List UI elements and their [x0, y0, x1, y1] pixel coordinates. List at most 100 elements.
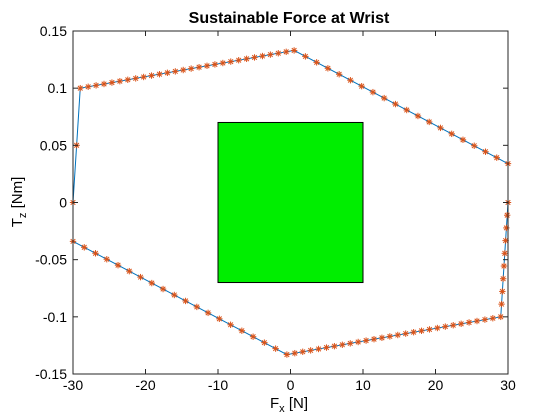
marker-stroke [418, 328, 425, 334]
data-point-marker [103, 256, 110, 263]
data-point-marker [272, 345, 279, 352]
data-point-marker [347, 340, 354, 347]
data-point-marker [116, 77, 124, 85]
marker-stroke [261, 339, 268, 346]
data-point-marker [335, 71, 343, 78]
data-point-marker [108, 79, 116, 86]
marker-stroke [460, 137, 466, 143]
data-point-marker [195, 64, 203, 71]
data-point-marker [219, 59, 227, 67]
data-point-marker [243, 55, 250, 63]
data-point-marker [238, 327, 246, 334]
marker-stroke [347, 340, 353, 347]
data-point-marker [499, 288, 506, 295]
data-point-marker [370, 335, 378, 343]
marker-stroke [109, 79, 115, 86]
data-point-marker [339, 341, 346, 348]
data-point-marker [291, 349, 298, 357]
data-point-marker [450, 322, 457, 329]
marker-stroke [228, 58, 234, 65]
data-point-marker [471, 142, 478, 149]
marker-stroke [381, 95, 387, 101]
data-point-marker [426, 118, 433, 126]
marker-stroke [359, 83, 365, 89]
data-point-marker [159, 285, 167, 293]
data-point-marker [180, 66, 187, 74]
marker-stroke [251, 54, 258, 61]
marker-stroke [137, 274, 144, 280]
x-tick-label: -10 [208, 377, 228, 393]
data-point-marker [493, 154, 500, 161]
marker-stroke [490, 315, 496, 321]
marker-stroke [259, 53, 266, 59]
marker-stroke [499, 288, 506, 295]
data-point-marker [386, 333, 394, 340]
marker-stroke [236, 57, 242, 63]
data-point-marker [227, 321, 234, 328]
marker-stroke [164, 70, 171, 76]
data-point-marker [410, 329, 417, 336]
data-point-marker [211, 61, 219, 68]
data-point-marker [259, 52, 266, 60]
marker-stroke [180, 67, 186, 73]
marker-stroke [410, 329, 417, 335]
marker-stroke [434, 325, 441, 331]
marker-stroke [325, 65, 331, 71]
data-point-marker [77, 84, 84, 92]
marker-stroke [104, 256, 110, 262]
marker-stroke [126, 268, 132, 274]
marker-stroke [502, 250, 508, 256]
data-point-marker [489, 315, 497, 322]
marker-stroke [156, 71, 163, 77]
data-point-marker [182, 297, 189, 305]
data-point-marker [171, 291, 178, 299]
data-point-marker [81, 244, 88, 251]
marker-stroke [313, 59, 320, 66]
data-point-marker [249, 333, 257, 340]
marker-stroke [291, 47, 297, 54]
data-point-marker [261, 339, 268, 346]
marker-stroke [148, 72, 155, 79]
data-point-marker [283, 48, 290, 56]
data-point-marker [403, 106, 410, 114]
axes: -30 -20 -10 0 10 20 30 -0.15 -0.1 -0.05 0 0.05 0.1 0.… [35, 23, 516, 393]
marker-stroke [101, 81, 107, 87]
data-point-marker [358, 82, 365, 90]
marker-stroke [437, 125, 444, 131]
data-point-marker [193, 303, 201, 311]
feasible-region-rect [217, 121, 364, 284]
marker-stroke [292, 350, 298, 356]
y-tick-label: -0.1 [43, 309, 67, 325]
marker-stroke [415, 113, 421, 119]
data-point-marker [473, 317, 481, 325]
data-point-marker [187, 65, 195, 72]
data-point-marker [437, 124, 444, 132]
data-point-marker [482, 148, 489, 155]
data-point-marker [380, 94, 388, 102]
data-point-marker [137, 273, 144, 281]
marker-stroke [387, 333, 393, 340]
marker-stroke [196, 64, 202, 70]
marker-stroke [371, 336, 377, 342]
marker-stroke [117, 78, 123, 84]
data-point-marker [148, 72, 155, 79]
data-point-marker [124, 76, 131, 83]
x-tick-label: -30 [63, 377, 83, 393]
marker-stroke [250, 334, 256, 340]
data-point-marker [323, 344, 330, 351]
marker-stroke [500, 276, 506, 282]
marker-stroke [204, 63, 210, 69]
marker-stroke [283, 49, 289, 55]
data-point-marker [302, 53, 309, 60]
marker-stroke [216, 316, 222, 322]
data-point-marker [442, 323, 449, 330]
marker-stroke [77, 85, 83, 91]
data-point-marker [497, 313, 504, 321]
data-point-marker [114, 262, 122, 269]
marker-stroke [267, 51, 274, 58]
data-point-marker [418, 327, 425, 335]
data-point-marker [100, 80, 108, 88]
marker-stroke [149, 280, 155, 286]
marker-stroke [355, 339, 361, 345]
marker-stroke [239, 328, 245, 334]
